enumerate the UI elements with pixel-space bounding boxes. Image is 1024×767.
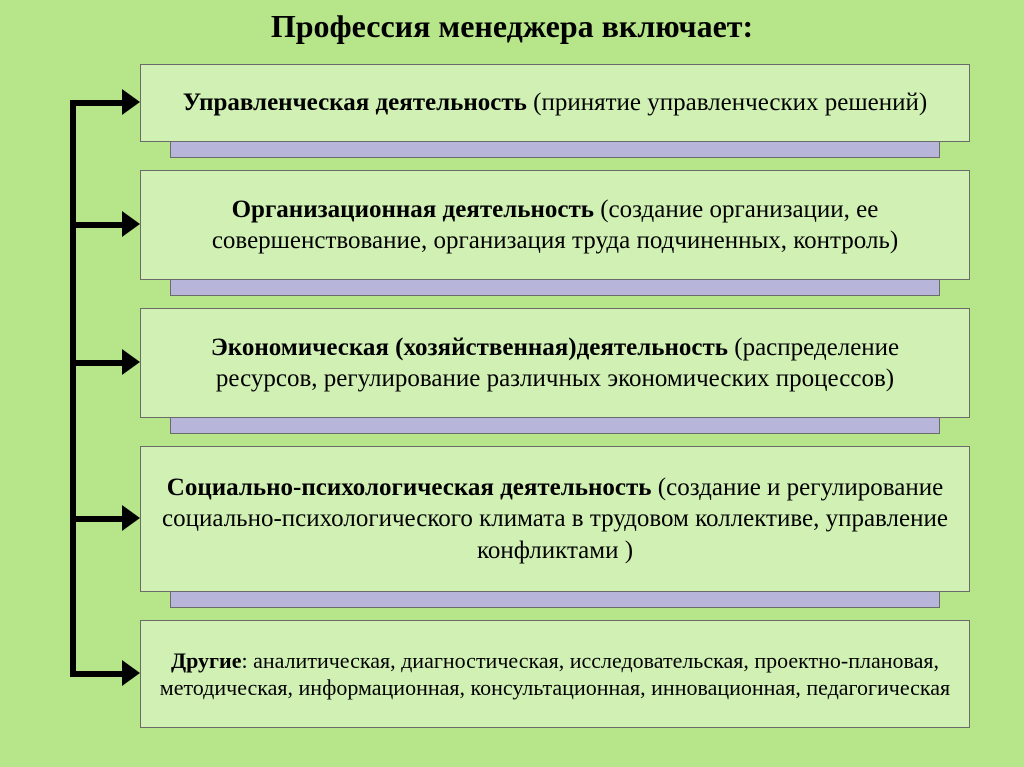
page-title: Профессия менеджера включает: — [0, 8, 1024, 45]
activity-text: Социально-психологическая деятельность (… — [159, 472, 951, 566]
arrow-head-icon — [122, 349, 140, 375]
arrow-head-icon — [122, 89, 140, 115]
activity-box: Другие: аналитическая, диагностическая, … — [140, 620, 970, 728]
activity-text: Экономическая (хозяйственная)деятельност… — [159, 332, 951, 395]
activity-bold: Экономическая (хозяйственная)деятельност… — [211, 334, 728, 361]
activity-text: Организационная деятельность (создание о… — [159, 194, 951, 257]
diagram-canvas: Профессия менеджера включает: Управленче… — [0, 0, 1024, 767]
arrow-head-icon — [122, 505, 140, 531]
activity-bold: Социально-психологическая деятельность — [167, 474, 652, 501]
activity-text: Управленческая деятельность (принятие уп… — [183, 87, 927, 118]
activity-bold: Организационная деятельность — [232, 196, 594, 223]
activity-bold: Управленческая деятельность — [183, 89, 527, 116]
arrow-stem — [70, 100, 122, 106]
arrow-stem — [70, 516, 122, 522]
activity-text: Другие: аналитическая, диагностическая, … — [159, 647, 951, 702]
arrow-stem — [70, 671, 122, 677]
activity-box: Экономическая (хозяйственная)деятельност… — [140, 308, 970, 418]
activity-rest: (принятие управленческих решений) — [527, 89, 927, 116]
arrow-head-icon — [122, 211, 140, 237]
tree-trunk — [70, 100, 76, 677]
arrow-stem — [70, 360, 122, 366]
arrow-head-icon — [122, 660, 140, 686]
activity-box: Социально-психологическая деятельность (… — [140, 446, 970, 592]
activity-box: Управленческая деятельность (принятие уп… — [140, 64, 970, 142]
arrow-stem — [70, 222, 122, 228]
activity-box: Организационная деятельность (создание о… — [140, 170, 970, 280]
activity-rest: : аналитическая, диагностическая, исслед… — [160, 648, 950, 701]
activity-bold: Другие — [171, 648, 242, 673]
